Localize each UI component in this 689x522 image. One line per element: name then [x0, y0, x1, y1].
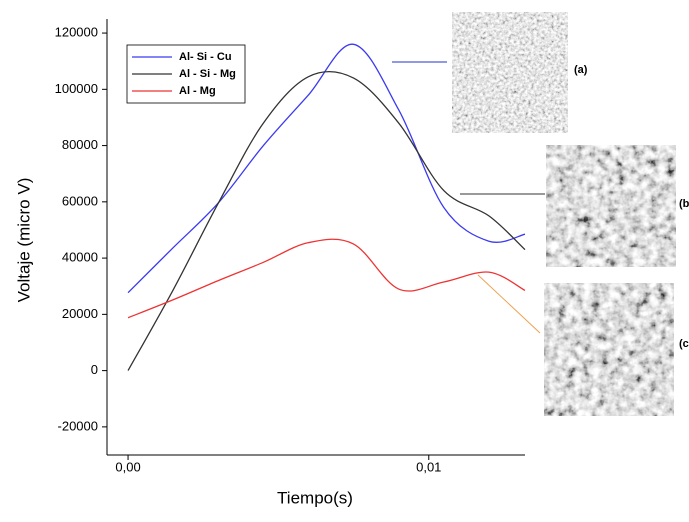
x-tick-label: 0,00	[115, 459, 140, 474]
y-tick-label: 80000	[62, 137, 98, 152]
annotation: (a)	[574, 64, 588, 76]
legend-label: Al - Si - Mg	[179, 68, 236, 80]
x-axis-label: Tiempo(s)	[277, 488, 353, 507]
legend-label: Al - Mg	[179, 85, 216, 97]
legend-label: Al- Si - Cu	[179, 51, 232, 63]
y-axis-label: Voltaje (micro V)	[14, 178, 33, 303]
annotation: (b	[679, 198, 689, 210]
y-tick-label: 60000	[62, 193, 98, 208]
y-tick-label: 0	[91, 362, 98, 377]
y-tick-label: 120000	[55, 25, 98, 40]
y-tick-label: 100000	[55, 81, 98, 96]
micrograph-c	[544, 283, 674, 416]
series-line	[127, 43, 526, 294]
y-tick-label: -20000	[58, 418, 98, 433]
y-tick-label: 40000	[62, 250, 98, 265]
series-line	[127, 71, 526, 371]
micrograph-b	[546, 145, 676, 267]
connector	[477, 274, 541, 334]
micrograph-a	[452, 12, 568, 133]
series-line	[127, 238, 526, 319]
x-tick-label: 0,01	[416, 459, 441, 474]
annotation: (c	[679, 338, 689, 350]
y-tick-label: 20000	[62, 306, 98, 321]
